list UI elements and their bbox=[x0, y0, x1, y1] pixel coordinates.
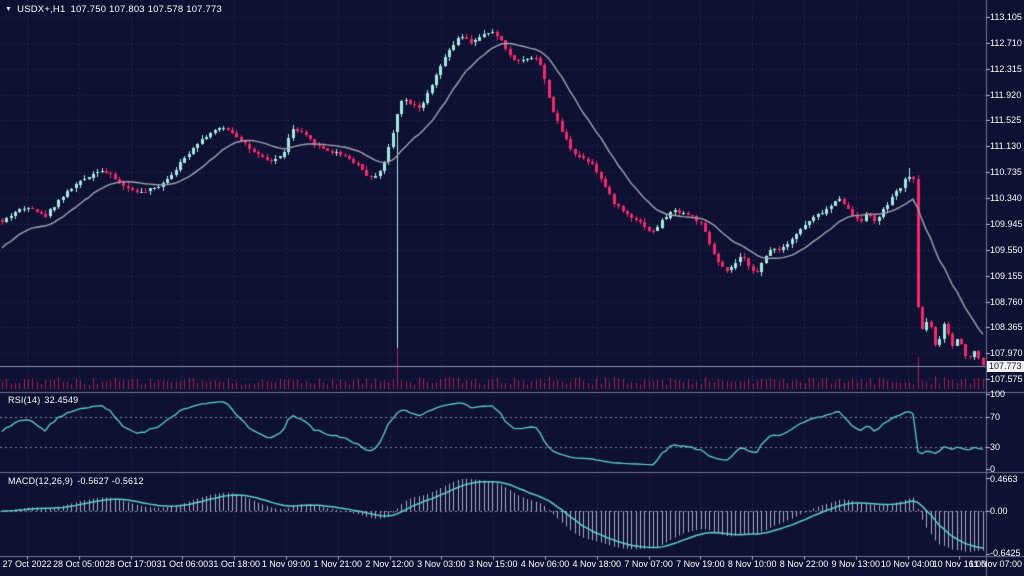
ohlc-values: 107.750 107.803 107.578 107.773 bbox=[70, 4, 222, 15]
price-axis-label: 113.105 bbox=[990, 12, 1022, 22]
time-axis-label: 10 Nov 04:00 bbox=[880, 559, 935, 569]
price-axis-label: 111.920 bbox=[990, 90, 1022, 100]
macd-scale: 0.4663 0.00 -0.6425 bbox=[990, 0, 1024, 576]
chart-title-bar: ▼ USDX+,H1 107.750 107.803 107.578 107.7… bbox=[5, 4, 222, 15]
macd-values: -0.5627 -0.5612 bbox=[77, 476, 144, 486]
rsi-indicator-label: RSI(14) 32.4549 bbox=[8, 395, 82, 405]
rsi-scale-label: 70 bbox=[990, 411, 1001, 422]
price-axis-label: 110.735 bbox=[990, 167, 1022, 177]
macd-scale-label: -0.6425 bbox=[990, 548, 1021, 558]
macd-scale-label: 0.4663 bbox=[990, 474, 1018, 484]
price-axis-label: 110.340 bbox=[990, 193, 1022, 203]
price-axis-label: 112.315 bbox=[990, 64, 1022, 74]
time-axis-label: 11 Nov 07:00 bbox=[969, 559, 1022, 569]
macd-scale-label: 0.00 bbox=[990, 505, 1008, 516]
symbol-dropdown-icon[interactable]: ▼ bbox=[5, 6, 13, 13]
time-axis-label: 28 Oct 05:00 bbox=[53, 559, 105, 569]
time-axis-label: 31 Oct 18:00 bbox=[208, 559, 260, 569]
current-price-tag: 107.773 bbox=[987, 361, 1024, 372]
price-axis-label: 107.970 bbox=[990, 348, 1023, 358]
time-axis-label: 8 Nov 10:00 bbox=[727, 559, 777, 569]
price-axis-label: 109.550 bbox=[990, 245, 1023, 255]
price-axis-label: 112.710 bbox=[990, 38, 1022, 48]
symbol-period-label: USDX+,H1 bbox=[17, 4, 66, 15]
time-axis-label: 28 Oct 17:00 bbox=[104, 559, 157, 569]
rsi-scale-label: 30 bbox=[990, 441, 1001, 452]
price-axis-label: 107.575 bbox=[990, 374, 1023, 384]
price-axis-label: 108.365 bbox=[990, 322, 1023, 332]
time-axis[interactable]: 27 Oct 2022 28 Oct 05:00 28 Oct 17:00 31 Oc… bbox=[0, 559, 1024, 576]
rsi-name: RSI(14) bbox=[8, 395, 41, 405]
time-axis-label: 3 Nov 15:00 bbox=[468, 559, 518, 569]
rsi-scale: 100 70 30 0 bbox=[990, 0, 1024, 576]
time-axis-label: 2 Nov 12:00 bbox=[365, 559, 414, 569]
time-axis-label: 8 Nov 22:00 bbox=[779, 559, 829, 569]
rsi-scale-label: 100 bbox=[990, 389, 1006, 399]
price-axis[interactable]: 113.105 112.710 112.315 111.920 111.525 111.1… bbox=[990, 0, 1024, 576]
price-axis-label: 109.945 bbox=[990, 219, 1023, 229]
price-axis-label: 108.760 bbox=[990, 297, 1023, 307]
time-axis-label: 9 Nov 13:00 bbox=[831, 559, 881, 569]
price-axis-label: 109.155 bbox=[990, 271, 1023, 281]
macd-indicator-label: MACD(12,26,9) -0.5627 -0.5612 bbox=[8, 476, 148, 486]
price-axis-label: 111.130 bbox=[990, 141, 1022, 151]
time-axis-label: 7 Nov 19:00 bbox=[676, 559, 725, 569]
price-axis-label: 111.525 bbox=[990, 115, 1022, 125]
time-axis-label: 1 Nov 21:00 bbox=[313, 559, 363, 569]
time-axis-label: 27 Oct 2022 bbox=[2, 559, 52, 569]
time-axis-label: 10 Nov 16:00 bbox=[932, 559, 987, 569]
time-axis-label: 31 Oct 06:00 bbox=[156, 559, 209, 569]
rsi-value: 32.4549 bbox=[44, 395, 79, 405]
time-axis-label: 1 Nov 09:00 bbox=[261, 559, 311, 569]
macd-name: MACD(12,26,9) bbox=[8, 476, 74, 486]
time-axis-label: 4 Nov 06:00 bbox=[520, 559, 570, 569]
time-axis-label: 4 Nov 18:00 bbox=[572, 559, 622, 569]
rsi-scale-label: 0 bbox=[990, 464, 996, 474]
time-axis-label: 3 Nov 03:00 bbox=[417, 559, 466, 569]
time-axis-label: 7 Nov 07:00 bbox=[624, 559, 673, 569]
